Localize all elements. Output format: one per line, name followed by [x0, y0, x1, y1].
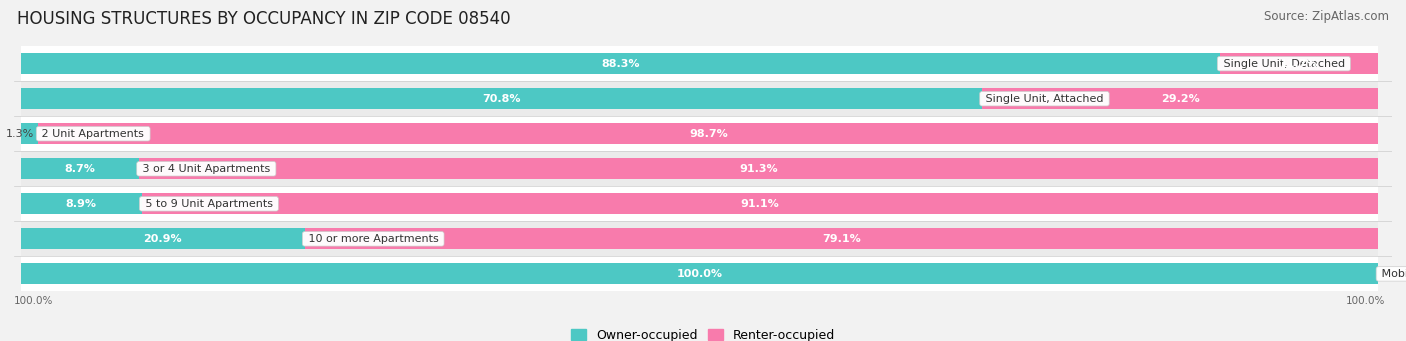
Text: 8.9%: 8.9%: [66, 199, 97, 209]
Bar: [21, 158, 139, 179]
Bar: [21, 88, 981, 109]
Bar: [38, 123, 1378, 144]
Text: 79.1%: 79.1%: [823, 234, 860, 244]
Bar: [142, 193, 1378, 214]
Legend: Owner-occupied, Renter-occupied: Owner-occupied, Renter-occupied: [567, 324, 839, 341]
Bar: [21, 186, 1378, 221]
Text: Single Unit, Attached: Single Unit, Attached: [981, 94, 1107, 104]
Text: 10 or more Apartments: 10 or more Apartments: [305, 234, 441, 244]
Bar: [1219, 53, 1378, 74]
Bar: [21, 193, 142, 214]
Text: HOUSING STRUCTURES BY OCCUPANCY IN ZIP CODE 08540: HOUSING STRUCTURES BY OCCUPANCY IN ZIP C…: [17, 10, 510, 28]
Text: 91.3%: 91.3%: [740, 164, 778, 174]
Bar: [21, 228, 305, 249]
Bar: [21, 256, 1378, 292]
Text: 91.1%: 91.1%: [741, 199, 779, 209]
Bar: [21, 263, 1378, 284]
Bar: [21, 116, 1378, 151]
Bar: [21, 46, 1378, 81]
Text: 3 or 4 Unit Apartments: 3 or 4 Unit Apartments: [139, 164, 274, 174]
Bar: [21, 123, 38, 144]
Text: 2 Unit Apartments: 2 Unit Apartments: [38, 129, 148, 139]
Bar: [305, 228, 1378, 249]
Text: 1.3%: 1.3%: [6, 129, 34, 139]
Bar: [981, 88, 1378, 109]
Text: 11.7%: 11.7%: [1279, 59, 1319, 69]
Bar: [139, 158, 1378, 179]
Text: 100.0%: 100.0%: [676, 269, 723, 279]
Bar: [21, 81, 1378, 116]
Text: 100.0%: 100.0%: [1346, 296, 1385, 306]
Text: 8.7%: 8.7%: [65, 164, 96, 174]
Text: Source: ZipAtlas.com: Source: ZipAtlas.com: [1264, 10, 1389, 23]
Bar: [21, 53, 1219, 74]
Text: 100.0%: 100.0%: [14, 296, 53, 306]
Text: 88.3%: 88.3%: [600, 59, 640, 69]
Text: 98.7%: 98.7%: [689, 129, 728, 139]
Text: 70.8%: 70.8%: [482, 94, 520, 104]
Text: 29.2%: 29.2%: [1161, 94, 1199, 104]
Text: 20.9%: 20.9%: [143, 234, 181, 244]
Text: Mobile Home / Other: Mobile Home / Other: [1378, 269, 1406, 279]
Bar: [21, 221, 1378, 256]
Bar: [21, 151, 1378, 186]
Text: Single Unit, Detached: Single Unit, Detached: [1219, 59, 1348, 69]
Text: 5 to 9 Unit Apartments: 5 to 9 Unit Apartments: [142, 199, 276, 209]
